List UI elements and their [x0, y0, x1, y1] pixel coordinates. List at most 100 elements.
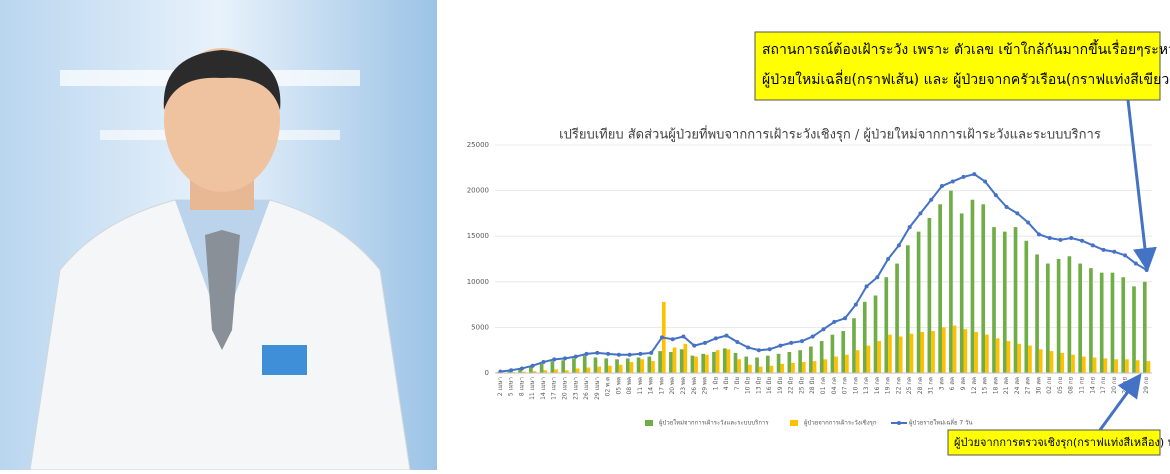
- bar: [734, 353, 738, 373]
- x-tick-label: 11 เมษา: [529, 377, 536, 400]
- bar: [910, 334, 914, 373]
- bar: [744, 357, 748, 373]
- x-tick-label: 24 สค: [1014, 377, 1021, 394]
- line-marker: [1145, 268, 1149, 272]
- bar: [863, 302, 867, 373]
- line-marker: [563, 356, 567, 360]
- bar: [683, 344, 687, 373]
- line-marker: [800, 339, 804, 343]
- bar: [974, 332, 978, 373]
- bar: [583, 356, 587, 373]
- x-tick-label: 13 มิย: [755, 377, 762, 394]
- x-tick-label: 9 สค: [960, 377, 967, 390]
- x-tick-label: 18 สค: [992, 377, 999, 394]
- line-marker: [1005, 205, 1009, 209]
- bar: [960, 213, 964, 373]
- line-marker: [617, 353, 621, 357]
- line-marker: [843, 316, 847, 320]
- x-tick-label: 23 พค: [680, 377, 687, 395]
- bar: [572, 358, 576, 373]
- line-marker: [929, 198, 933, 202]
- bar: [928, 218, 932, 373]
- line-marker: [692, 344, 696, 348]
- x-tick-label: 14 พค: [648, 377, 655, 395]
- bar: [637, 357, 641, 373]
- bar: [630, 362, 634, 373]
- line-marker: [918, 211, 922, 215]
- bar: [888, 335, 892, 373]
- x-tick-label: 02 กย: [1046, 377, 1053, 394]
- x-tick-label: 17 กย: [1100, 377, 1107, 394]
- line-marker: [552, 357, 556, 361]
- line-marker: [638, 352, 642, 356]
- line-marker: [1112, 250, 1116, 254]
- line-marker: [628, 353, 632, 357]
- bar: [809, 347, 813, 373]
- bar: [777, 354, 781, 373]
- chart-title: เปรียบเทียบ สัดส่วนผู้ป่วยที่พบจากการเฝ้…: [559, 126, 1101, 143]
- line-marker: [1048, 236, 1052, 240]
- line-marker: [951, 179, 955, 183]
- bar: [1057, 259, 1061, 373]
- line-marker: [822, 327, 826, 331]
- x-tick-label: 16 กค: [874, 377, 881, 394]
- legend-label: ผู้ป่วยจากการเฝ้าระวังเชิงรุก: [804, 420, 877, 427]
- bar: [604, 358, 608, 373]
- bar: [1007, 341, 1011, 373]
- legend-swatch: [790, 420, 798, 426]
- x-tick-label: 28 กค: [917, 377, 924, 394]
- annotation-text: ผู้ป่วยจากการตรวจเชิงรุก(กราฟแท่งสีเหลือ…: [954, 436, 1170, 449]
- x-tick-label: 16 มิย: [766, 377, 773, 394]
- x-tick-label: 15 สค: [982, 377, 989, 394]
- x-tick-label: 14 กย: [1089, 377, 1096, 394]
- bar: [1104, 358, 1108, 373]
- bar: [770, 366, 774, 373]
- x-tick-label: 17 พค: [658, 377, 665, 395]
- line-marker: [660, 335, 664, 339]
- bar: [1017, 344, 1021, 373]
- line-marker: [1026, 221, 1030, 225]
- x-tick-label: 07 กค: [842, 377, 849, 394]
- bar: [1093, 357, 1097, 373]
- x-tick-label: 14 เมษา: [540, 377, 547, 400]
- bar: [1132, 286, 1136, 373]
- x-tick-label: 25 มิย: [798, 377, 805, 394]
- x-tick-label: 01 กค: [820, 377, 827, 394]
- bar: [1143, 282, 1147, 373]
- line-marker: [531, 364, 535, 368]
- line-marker: [595, 351, 599, 355]
- line-marker: [768, 347, 772, 351]
- bar: [1035, 254, 1039, 373]
- bar: [813, 361, 817, 373]
- x-tick-label: 27 สค: [1025, 377, 1032, 394]
- x-tick-label: 12 สค: [971, 377, 978, 394]
- line-marker: [746, 345, 750, 349]
- line-marker: [735, 340, 739, 344]
- line-marker: [585, 352, 589, 356]
- x-tick-label: 26 พค: [691, 377, 698, 395]
- line-marker: [983, 179, 987, 183]
- bar: [841, 331, 845, 373]
- bar: [759, 367, 763, 373]
- line-marker: [778, 344, 782, 348]
- arrow: [1128, 100, 1147, 266]
- line-marker: [714, 336, 718, 340]
- x-tick-label: 21 สค: [1003, 377, 1010, 394]
- bar: [942, 327, 946, 373]
- bar: [852, 318, 856, 373]
- bar: [755, 357, 759, 373]
- chart: เปรียบเทียบ สัดส่วนผู้ป่วยที่พบจากการเฝ้…: [467, 126, 1152, 427]
- bar: [673, 347, 677, 373]
- bar: [884, 277, 888, 373]
- bar: [1114, 359, 1118, 373]
- bar: [791, 363, 795, 373]
- line-marker: [1037, 232, 1041, 236]
- line-marker: [811, 335, 815, 339]
- bar: [701, 354, 705, 373]
- bar: [540, 364, 544, 373]
- bar: [705, 355, 709, 373]
- bar: [1014, 227, 1018, 373]
- bar: [680, 349, 684, 373]
- bar: [1111, 273, 1115, 373]
- x-tick-label: 10 กค: [852, 377, 859, 394]
